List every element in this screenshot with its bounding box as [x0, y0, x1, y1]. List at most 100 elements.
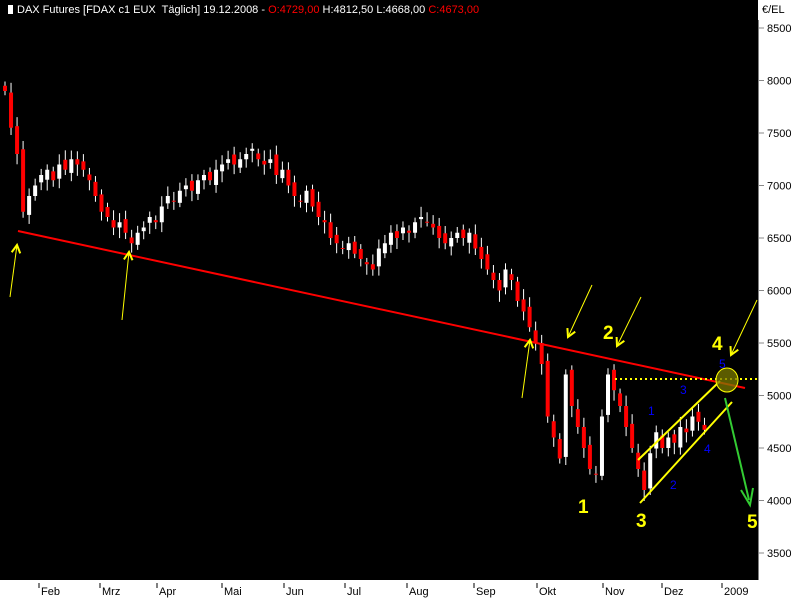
candle — [147, 211, 152, 234]
candle-body — [334, 234, 339, 244]
header-close: C:4673,00 — [428, 4, 480, 16]
candle-body — [93, 181, 98, 196]
candle — [256, 148, 261, 167]
candle — [232, 146, 237, 175]
candle-body — [177, 190, 182, 203]
y-tick-label: 6500 — [767, 233, 791, 245]
candle-body — [226, 159, 231, 163]
wave-label-major-5: 5 — [747, 512, 758, 533]
candle — [449, 231, 454, 256]
candle-body — [575, 409, 580, 427]
candle-body — [449, 238, 454, 247]
candle-body — [364, 262, 369, 265]
candle-body — [220, 164, 225, 172]
candle-body — [642, 470, 647, 490]
candle — [690, 407, 695, 437]
wave-label-minor-2: 2 — [670, 478, 677, 492]
y-tick-label: 5500 — [767, 338, 791, 350]
candle-body — [593, 473, 598, 475]
candle-body — [527, 306, 532, 328]
candle — [268, 149, 273, 169]
candle-body — [413, 222, 418, 233]
candle-body — [141, 227, 146, 232]
candle — [455, 226, 460, 243]
candle-body — [304, 190, 309, 203]
candle-body — [165, 196, 170, 204]
candle-body — [310, 189, 315, 207]
candle — [226, 150, 231, 170]
wedge-upper-line — [637, 380, 721, 461]
wave-label-major-4: 4 — [712, 334, 723, 355]
candle — [636, 443, 641, 477]
candle-body — [346, 243, 351, 251]
y-tick-label: 5000 — [767, 391, 791, 403]
candle-body — [624, 406, 629, 427]
candle-body — [491, 272, 496, 280]
candle-body — [201, 175, 206, 181]
candle-body — [250, 148, 255, 151]
candle — [129, 229, 134, 253]
header-open: O:4729,00 — [268, 4, 320, 16]
yellow-arrow — [615, 296, 642, 348]
candle — [491, 264, 496, 289]
candle — [63, 150, 68, 175]
candle — [298, 194, 303, 208]
candle — [201, 169, 206, 190]
candle — [292, 175, 297, 207]
candle — [599, 409, 604, 481]
candle-body — [551, 421, 556, 438]
candle-body — [660, 435, 665, 448]
candle — [99, 189, 104, 221]
candle-body — [51, 171, 56, 181]
candle-body — [99, 194, 104, 212]
y-tick-label: 7000 — [767, 181, 791, 193]
y-tick-label: 7500 — [767, 128, 791, 140]
candle — [382, 234, 387, 259]
plot-area — [0, 20, 758, 580]
candle — [328, 213, 333, 245]
candle-body — [244, 154, 249, 160]
y-tick-label: 6000 — [767, 286, 791, 298]
candle-body — [183, 185, 188, 190]
x-tick-label: 2009 — [724, 586, 748, 598]
candle-body — [437, 225, 442, 238]
candle-body — [443, 233, 448, 244]
candle — [244, 147, 249, 168]
candle — [479, 237, 484, 269]
candle-body — [135, 232, 140, 245]
candle — [539, 334, 544, 375]
candle-body — [33, 185, 38, 196]
candle — [431, 215, 436, 235]
wave-label-major-3: 3 — [636, 511, 647, 532]
candle-body — [612, 369, 617, 391]
candle — [666, 432, 671, 457]
y-tick-label: 8500 — [767, 23, 791, 35]
candle-body — [57, 164, 62, 179]
x-tick-label: Feb — [41, 586, 60, 598]
candle — [208, 167, 213, 186]
candle — [587, 436, 592, 475]
candle — [364, 257, 369, 275]
candle — [443, 226, 448, 250]
candle — [696, 403, 701, 431]
candle — [419, 206, 424, 228]
candle-body — [648, 453, 653, 489]
candle-body — [370, 264, 375, 270]
x-tick-label: Jul — [347, 586, 361, 598]
candle-body — [545, 360, 550, 417]
candle — [684, 419, 689, 443]
candle-body — [316, 201, 321, 217]
candle — [274, 145, 279, 184]
candle — [159, 196, 164, 233]
candle — [527, 297, 532, 332]
candle — [153, 215, 158, 230]
candle-body — [340, 247, 345, 249]
candle-body — [636, 452, 641, 469]
candle — [15, 117, 20, 165]
candle-body — [298, 200, 303, 202]
candle — [3, 81, 7, 96]
candle — [141, 221, 146, 240]
candle — [214, 159, 219, 193]
